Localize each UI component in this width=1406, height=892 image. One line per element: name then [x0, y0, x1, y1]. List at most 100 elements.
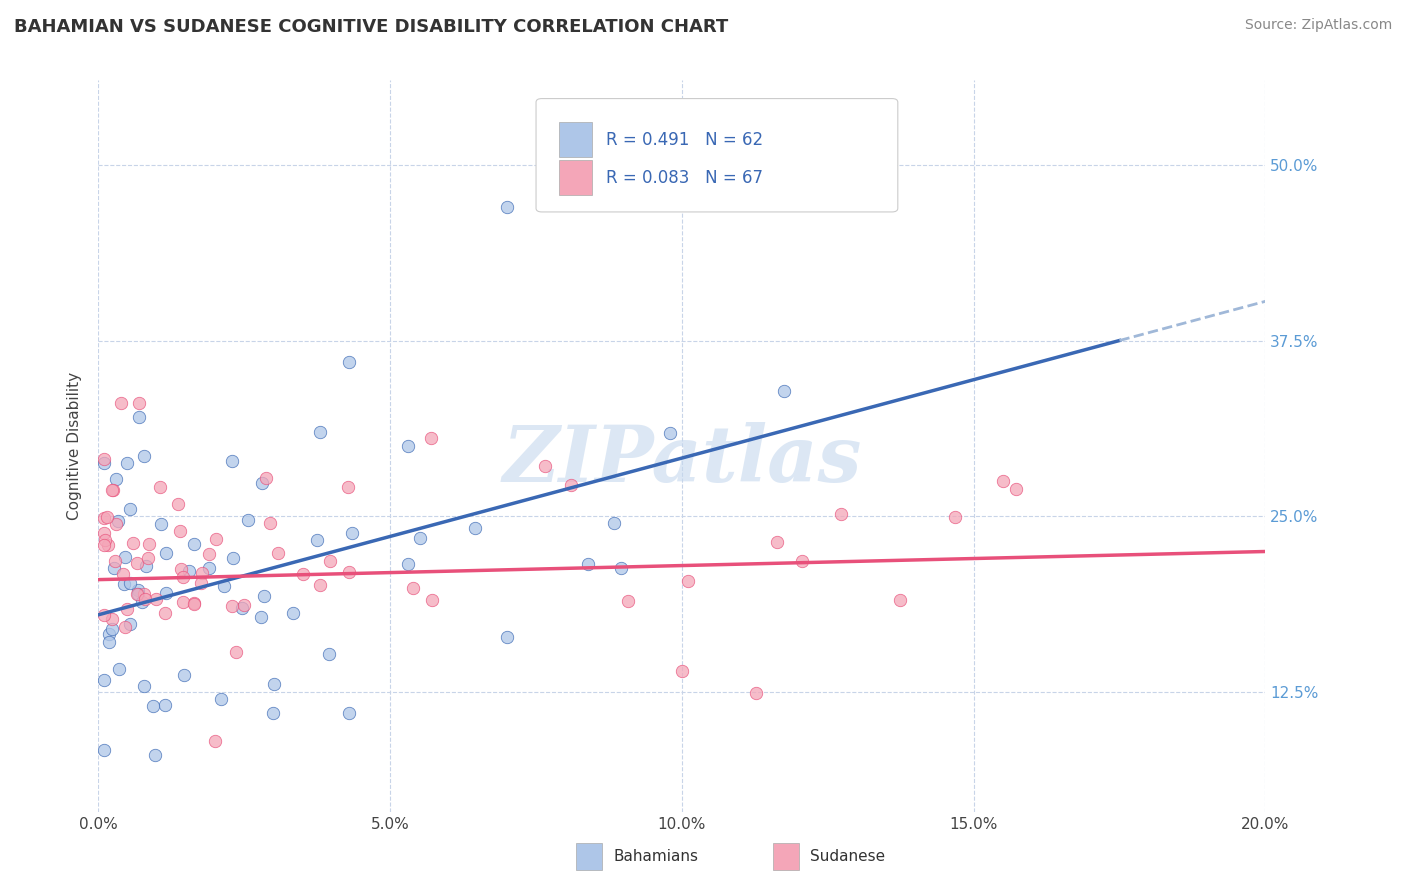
Point	[120, 616, 142, 631]
Point	[253, 589, 276, 603]
Point	[117, 601, 139, 615]
Point	[337, 480, 360, 494]
FancyBboxPatch shape	[560, 160, 592, 195]
Point	[93, 456, 115, 470]
Point	[464, 521, 486, 535]
Point	[169, 524, 191, 538]
Point	[222, 551, 245, 566]
Point	[96, 509, 118, 524]
Point	[134, 587, 156, 601]
Point	[262, 706, 284, 721]
Point	[337, 354, 360, 368]
Point	[104, 516, 127, 531]
Point	[104, 472, 127, 486]
Point	[190, 576, 212, 591]
Point	[103, 561, 125, 575]
Point	[104, 554, 127, 568]
Point	[745, 686, 768, 700]
Point	[198, 547, 221, 561]
Point	[212, 579, 235, 593]
Point	[766, 534, 789, 549]
Point	[131, 595, 153, 609]
Point	[132, 680, 155, 694]
Point	[233, 598, 256, 612]
Point	[204, 734, 226, 748]
Point	[576, 557, 599, 571]
Point	[112, 567, 135, 582]
Point	[97, 635, 120, 649]
Point	[101, 483, 124, 497]
FancyBboxPatch shape	[536, 99, 898, 212]
Point	[191, 566, 214, 580]
Point	[127, 582, 149, 597]
Point	[221, 454, 243, 468]
Point	[420, 592, 443, 607]
Point	[318, 647, 340, 661]
Point	[100, 612, 122, 626]
Point	[114, 550, 136, 565]
Point	[149, 516, 172, 531]
Point	[943, 510, 966, 524]
Point	[145, 592, 167, 607]
Point	[183, 596, 205, 610]
Point	[127, 587, 149, 601]
Point	[409, 531, 432, 545]
Point	[772, 384, 794, 398]
Point	[97, 627, 120, 641]
Point	[155, 546, 177, 560]
Y-axis label: Cognitive Disability: Cognitive Disability	[67, 372, 83, 520]
Point	[127, 587, 149, 601]
Point	[267, 546, 290, 560]
Point	[396, 557, 419, 571]
Point	[93, 525, 115, 540]
Point	[263, 677, 285, 691]
Point	[177, 564, 200, 578]
Point	[309, 425, 332, 439]
Point	[107, 514, 129, 528]
Point	[225, 645, 247, 659]
Point	[112, 577, 135, 591]
Point	[93, 743, 115, 757]
Point	[292, 566, 315, 581]
Point	[115, 456, 138, 470]
Point	[603, 516, 626, 531]
Point	[396, 439, 419, 453]
Point	[155, 606, 177, 620]
Point	[142, 699, 165, 714]
Point	[305, 533, 328, 548]
Point	[125, 556, 148, 570]
Point	[183, 537, 205, 551]
Point	[173, 667, 195, 681]
Point	[250, 609, 273, 624]
Point	[281, 606, 304, 620]
Point	[183, 598, 205, 612]
Point	[120, 502, 142, 516]
Point	[254, 471, 277, 485]
Point	[132, 449, 155, 463]
Point	[108, 662, 131, 676]
Point	[198, 560, 221, 574]
Point	[231, 601, 253, 615]
Point	[250, 475, 273, 490]
Text: BAHAMIAN VS SUDANESE COGNITIVE DISABILITY CORRELATION CHART: BAHAMIAN VS SUDANESE COGNITIVE DISABILIT…	[14, 18, 728, 36]
Point	[671, 664, 693, 678]
Point	[110, 396, 132, 410]
Point	[135, 558, 157, 573]
Point	[114, 619, 136, 633]
Point	[420, 431, 443, 445]
FancyBboxPatch shape	[560, 122, 592, 157]
Point	[143, 748, 166, 763]
Text: Sudanese: Sudanese	[810, 849, 884, 863]
Text: Source: ZipAtlas.com: Source: ZipAtlas.com	[1244, 18, 1392, 32]
Point	[790, 554, 813, 568]
Point	[560, 478, 582, 492]
Point	[610, 561, 633, 575]
Point	[1005, 482, 1028, 496]
Point	[678, 574, 700, 589]
Point	[342, 525, 364, 540]
Point	[101, 622, 124, 636]
Point	[172, 570, 194, 584]
Point	[128, 410, 150, 425]
Point	[138, 536, 160, 550]
Point	[617, 594, 640, 608]
